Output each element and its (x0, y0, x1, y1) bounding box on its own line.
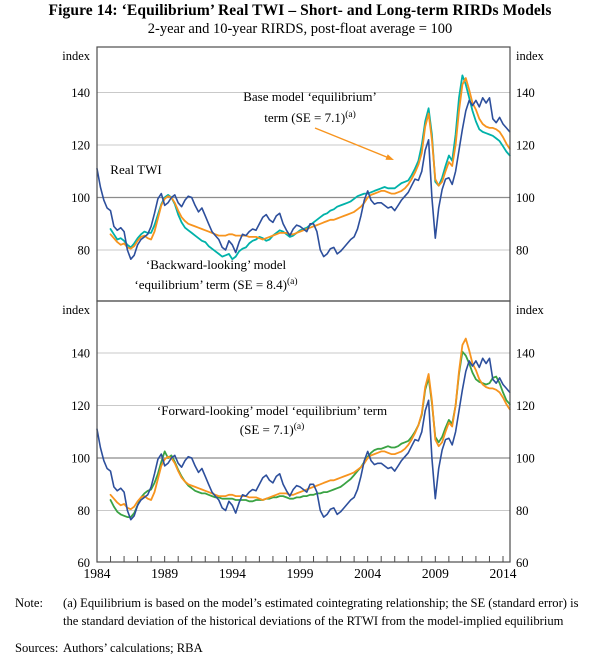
base-model-line-top (109, 77, 511, 250)
panel-border-bottom (96, 300, 511, 563)
ytick-label-left: 80 (78, 504, 91, 518)
y-axis-unit-label-left: index (62, 303, 91, 317)
year-label-1989: 1989 (151, 566, 178, 581)
ytick-label-left: 80 (78, 244, 91, 258)
ytick-label-right: 120 (516, 139, 535, 153)
base-model-label: term (SE = 7.1)(a) (264, 109, 356, 125)
ytick-label-right: 100 (516, 452, 535, 466)
base-model-label-arrow (314, 127, 389, 159)
year-label-2009: 2009 (422, 566, 449, 581)
ytick-label-right: 140 (516, 86, 535, 100)
figure-subtitle: 2-year and 10-year RIRDS, post-float ave… (147, 21, 453, 37)
forward-model-label: ‘Forward-looking’ model ‘equilibrium’ te… (157, 403, 387, 418)
notes-section: Note: (a) Equilibrium is based on the mo… (15, 595, 594, 654)
ytick-label-right: 60 (516, 556, 529, 570)
note-text: (a) Equilibrium is based on the model’s … (63, 596, 579, 628)
year-label-1999: 1999 (286, 566, 313, 581)
year-label-1994: 1994 (219, 566, 246, 581)
backward-model-label: ‘Backward-looking’ model (146, 257, 287, 272)
y-axis-unit-label-right: index (516, 303, 545, 317)
year-label-1984: 1984 (84, 566, 111, 581)
ytick-label-right: 120 (516, 399, 535, 413)
base-model-label: Base model ‘equilibrium’ (243, 89, 377, 104)
y-axis-unit-label-right: index (516, 49, 545, 63)
y-axis-unit-label-left: index (62, 49, 91, 63)
note-row: Note: (a) Equilibrium is based on the mo… (15, 595, 594, 631)
real-twi-label: Real TWI (110, 162, 161, 177)
ytick-label-left: 100 (71, 452, 90, 466)
sources-row: Sources: Authors’ calculations; RBA (15, 640, 594, 654)
ytick-label-left: 120 (71, 399, 90, 413)
sources-text: Authors’ calculations; RBA (63, 640, 203, 654)
year-label-2004: 2004 (354, 566, 381, 581)
forward-model-label: (SE = 7.1)(a) (240, 421, 304, 437)
ytick-label-right: 80 (516, 244, 529, 258)
ytick-label-right: 80 (516, 504, 529, 518)
ytick-label-right: 100 (516, 191, 535, 205)
figure-title: Figure 14: ‘Equilibrium’ Real TWI – Shor… (48, 2, 552, 19)
ytick-label-left: 100 (71, 191, 90, 205)
ytick-label-left: 140 (71, 86, 90, 100)
backward-model-label: ‘equilibrium’ term (SE = 8.4)(a) (134, 276, 297, 292)
note-label: Note: (15, 596, 43, 610)
base-model-label-arrowhead (385, 154, 394, 160)
ytick-label-right: 140 (516, 347, 535, 361)
ytick-label-left: 120 (71, 139, 90, 153)
year-label-2014: 2014 (489, 566, 516, 581)
forward-model-line-bottom (109, 350, 511, 518)
ytick-label-left: 60 (78, 556, 91, 570)
base-model-line-bottom (109, 337, 511, 511)
rird-models-chart: 80 80 100 100 120 120 140 140 index index Real TWI… (62, 46, 545, 581)
ytick-label-left: 140 (71, 347, 90, 361)
sources-label: Sources: (15, 640, 59, 654)
real-twi-line-bottom (96, 357, 511, 521)
real-twi-line-top (96, 97, 511, 260)
